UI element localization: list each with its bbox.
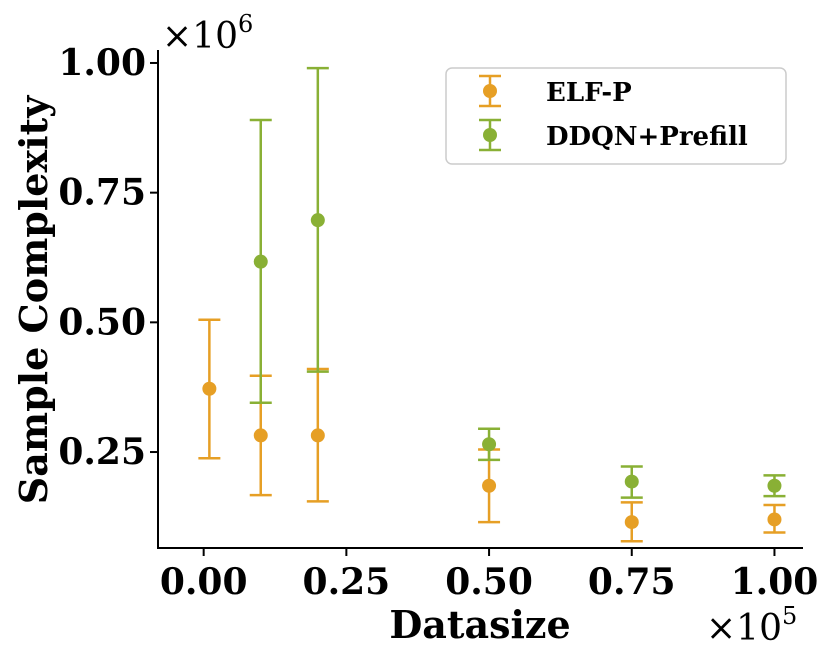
- data-point-elf-p: [253, 428, 268, 443]
- legend-entry-ddqn-prefill: DDQN+Prefill: [479, 118, 748, 152]
- x-multiplier-exp: 5: [782, 602, 797, 630]
- x-tick-label: 0.25: [303, 561, 391, 603]
- series-layer: [198, 66, 786, 543]
- data-point-ddqn-prefill: [310, 213, 325, 228]
- legend-marker-elf-p: [483, 84, 497, 98]
- legend-marker-ddqn-prefill: [483, 128, 497, 142]
- series-ddqn-prefill: [249, 66, 786, 499]
- y-multiplier-exp: 6: [238, 10, 253, 38]
- y-tick-label: 0.25: [58, 431, 146, 473]
- legend-label-elf-p: ELF-P: [546, 78, 632, 108]
- data-point-elf-p: [310, 428, 325, 443]
- plot-area: [157, 50, 803, 549]
- y-tick-label: 1.00: [58, 42, 146, 84]
- data-point-ddqn-prefill: [767, 478, 782, 493]
- x-multiplier-base: ×10: [706, 608, 782, 649]
- data-point-elf-p: [624, 515, 639, 530]
- y-tick-label: 0.75: [58, 172, 146, 214]
- y-axis-label: Sample Complexity: [11, 95, 56, 504]
- x-multiplier: ×105: [706, 602, 797, 649]
- data-point-ddqn-prefill: [482, 437, 497, 452]
- y-multiplier: ×106: [162, 10, 253, 57]
- x-tick-label: 0.75: [588, 561, 676, 603]
- data-point-elf-p: [202, 381, 217, 396]
- x-ticks: 0.00 0.25 0.50 0.75 1.00: [160, 548, 818, 603]
- x-tick-label: 0.00: [160, 561, 248, 603]
- data-point-elf-p: [482, 478, 497, 493]
- data-point-ddqn-prefill: [624, 474, 639, 489]
- legend: ELF-P DDQN+Prefill: [445, 67, 787, 165]
- y-tick-label: 0.50: [58, 301, 146, 343]
- data-point-ddqn-prefill: [253, 254, 268, 269]
- x-tick-label: 0.50: [445, 561, 533, 603]
- legend-frame: [445, 67, 787, 165]
- data-point-elf-p: [767, 512, 782, 527]
- legend-label-ddqn-prefill: DDQN+Prefill: [546, 122, 748, 152]
- legend-entry-elf-p: ELF-P: [479, 74, 632, 108]
- series-elf-p: [198, 318, 786, 543]
- y-multiplier-base: ×10: [162, 16, 238, 57]
- x-axis-label: Datasize: [389, 602, 570, 647]
- y-ticks: 0.25 0.50 0.75 1.00: [58, 42, 158, 473]
- x-tick-label: 1.00: [731, 561, 819, 603]
